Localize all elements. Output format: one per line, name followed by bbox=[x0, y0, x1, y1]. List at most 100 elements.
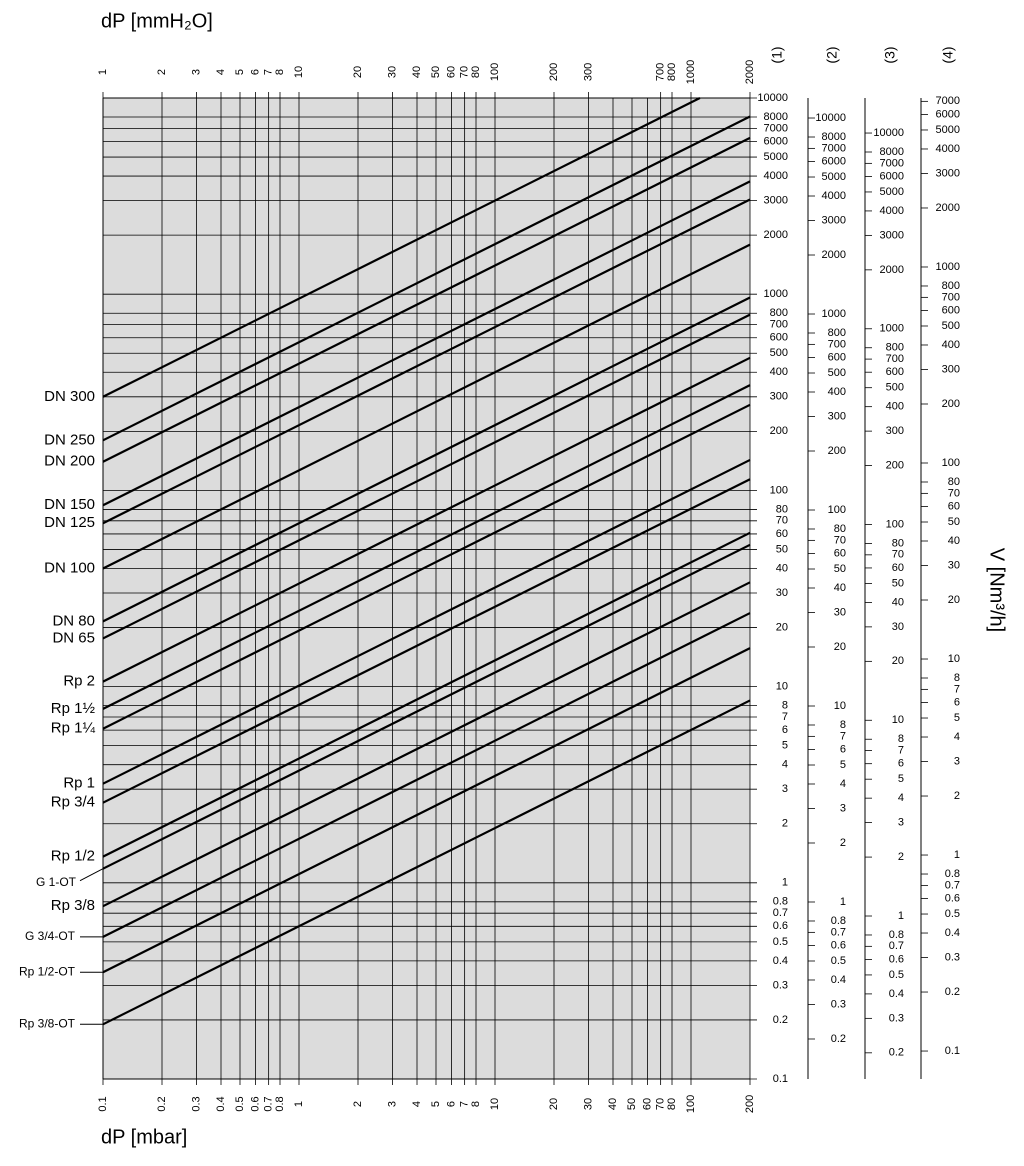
y-tick-label: 4 bbox=[782, 759, 788, 771]
x2-tick-label: 40 bbox=[411, 66, 423, 78]
scale-header: (2) bbox=[824, 46, 840, 63]
scale-tick-label: 0.8 bbox=[889, 929, 904, 941]
y-tick-label: 0.3 bbox=[773, 979, 788, 991]
scale-tick-label: 200 bbox=[886, 460, 904, 472]
scale-tick-label: 7000 bbox=[936, 95, 960, 107]
scale-tick-label: 40 bbox=[892, 596, 904, 608]
scale-tick-label: 8 bbox=[954, 672, 960, 684]
valve-line bbox=[102, 243, 751, 570]
scale-tick-label: 5 bbox=[954, 712, 960, 724]
scale-tick-label: 400 bbox=[828, 386, 846, 398]
x2-tick-label: 10 bbox=[293, 66, 305, 78]
x2-tick-label: 6 bbox=[249, 69, 261, 75]
x-tick-label: 70 bbox=[655, 1098, 667, 1110]
scale-tick-label: 100 bbox=[886, 518, 904, 530]
scale-tick-label: 8 bbox=[840, 719, 846, 731]
x-tick-label: 80 bbox=[666, 1098, 678, 1110]
scale-tick-label: 80 bbox=[892, 537, 904, 549]
scale-tick-label: 4000 bbox=[936, 143, 960, 155]
top-axis-title: dP [mmH₂O] bbox=[101, 10, 213, 32]
scale-tick-label: 1000 bbox=[880, 323, 904, 335]
series-label: DN 200 bbox=[44, 453, 95, 470]
scale-tick-label: 600 bbox=[828, 351, 846, 363]
scale-tick-label: 5 bbox=[898, 773, 904, 785]
scale-tick-label: 500 bbox=[886, 382, 904, 394]
scale-tick-label: 50 bbox=[892, 577, 904, 589]
x-tick-label: 0.2 bbox=[156, 1096, 168, 1111]
scale-tick-label: 0.6 bbox=[831, 939, 846, 951]
y-tick-label: 7000 bbox=[764, 122, 788, 134]
x2-tick-label: 700 bbox=[655, 63, 667, 81]
scale-tick-label: 6000 bbox=[822, 155, 846, 167]
scale-tick-label: 0.8 bbox=[831, 915, 846, 927]
scale-tick-label: 0.2 bbox=[889, 1047, 904, 1059]
scale-tick-label: 1 bbox=[954, 849, 960, 861]
scale-tick-label: 30 bbox=[948, 559, 960, 571]
y-tick-label: 4000 bbox=[764, 170, 788, 182]
valve-line bbox=[102, 581, 751, 908]
series-label: Rp 3/4 bbox=[51, 794, 95, 811]
series-label: DN 100 bbox=[44, 559, 95, 576]
scale-tick-label: 0.6 bbox=[945, 892, 960, 904]
x2-tick-label: 300 bbox=[582, 63, 594, 81]
scale-tick-label: 5 bbox=[840, 759, 846, 771]
series-label: DN 300 bbox=[44, 388, 95, 405]
scale-tick-label: 5000 bbox=[936, 124, 960, 136]
scale-tick-label: 20 bbox=[892, 655, 904, 667]
y-tick-label: 400 bbox=[770, 366, 788, 378]
series-label: Rp 1/2-OT bbox=[19, 964, 76, 978]
scale-tick-label: 3000 bbox=[936, 167, 960, 179]
x2-tick-label: 60 bbox=[445, 66, 457, 78]
scale-tick-label: 60 bbox=[834, 547, 846, 559]
valve-line bbox=[102, 384, 751, 710]
scale-tick-label: 600 bbox=[942, 304, 960, 316]
x-tick-label: 0.1 bbox=[97, 1096, 109, 1111]
x2-tick-label: 4 bbox=[215, 69, 227, 75]
x-tick-label: 1 bbox=[293, 1101, 305, 1107]
x-tick-label: 40 bbox=[607, 1098, 619, 1110]
y-tick-label: 8 bbox=[782, 700, 788, 712]
scale-tick-label: 40 bbox=[834, 582, 846, 594]
scale-tick-label: 0.8 bbox=[945, 868, 960, 880]
x2-tick-label: 7 bbox=[263, 69, 275, 75]
y-tick-label: 5 bbox=[782, 740, 788, 752]
scale-tick-label: 7000 bbox=[880, 157, 904, 169]
scale-tick-label: 0.7 bbox=[945, 879, 960, 891]
y-tick-label: 300 bbox=[770, 391, 788, 403]
scale-tick-label: 700 bbox=[886, 353, 904, 365]
scale-tick-label: 10 bbox=[948, 653, 960, 665]
scale-tick-label: 200 bbox=[942, 398, 960, 410]
scale-tick-label: 7 bbox=[840, 730, 846, 742]
scale-tick-label: 3 bbox=[840, 802, 846, 814]
series-label: Rp 2 bbox=[63, 673, 95, 690]
series-label: G 3/4-OT bbox=[25, 929, 76, 943]
y-tick-label: 2000 bbox=[764, 229, 788, 241]
series-label: Rp 1 bbox=[63, 775, 95, 792]
scale-tick-label: 100 bbox=[828, 504, 846, 516]
scale-tick-label: 500 bbox=[828, 367, 846, 379]
x-tick-label: 10 bbox=[489, 1098, 501, 1110]
x2-tick-label: 2000 bbox=[744, 60, 756, 84]
x-tick-label: 100 bbox=[685, 1095, 697, 1113]
plot-area bbox=[103, 98, 750, 1079]
x-tick-label: 0.6 bbox=[249, 1096, 261, 1111]
bottom-axis-title: dP [mbar] bbox=[101, 1126, 187, 1148]
y-axis-title: V [Nm³/h] bbox=[986, 548, 1008, 632]
x-tick-label: 0.5 bbox=[234, 1096, 246, 1111]
scale-tick-label: 0.4 bbox=[831, 974, 846, 986]
series-label: DN 150 bbox=[44, 496, 95, 513]
y-tick-label: 200 bbox=[770, 425, 788, 437]
scale-tick-label: 100 bbox=[942, 457, 960, 469]
scale-tick-label: 8000 bbox=[822, 131, 846, 143]
valve-line bbox=[102, 198, 751, 525]
valve-line bbox=[102, 699, 751, 1026]
valve-line bbox=[102, 543, 751, 870]
x-tick-label: 0.7 bbox=[263, 1096, 275, 1111]
scale-tick-label: 3 bbox=[898, 817, 904, 829]
scale-tick-label: 200 bbox=[828, 445, 846, 457]
scale-tick-label: 8000 bbox=[880, 146, 904, 158]
x-tick-label: 3 bbox=[386, 1101, 398, 1107]
y-tick-label: 0.4 bbox=[773, 955, 788, 967]
y-tick-label: 3000 bbox=[764, 194, 788, 206]
y-tick-label: 1 bbox=[782, 877, 788, 889]
